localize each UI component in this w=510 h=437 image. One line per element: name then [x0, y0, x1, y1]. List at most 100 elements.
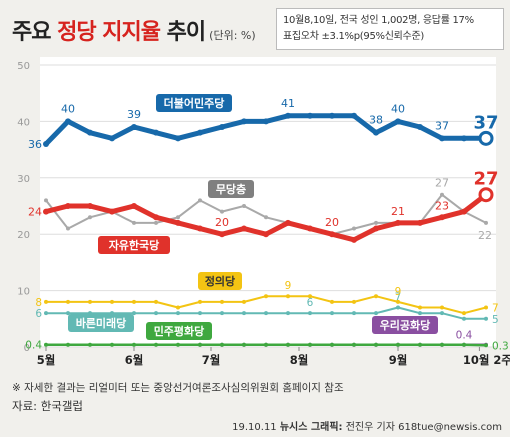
data-point: [329, 112, 335, 119]
data-label: 21: [391, 205, 405, 218]
data-label: 39: [127, 108, 141, 121]
data-point: [44, 198, 48, 203]
data-point: [175, 219, 181, 226]
data-label: 22: [478, 229, 492, 242]
data-point: [330, 342, 334, 347]
footnote: ※ 자세한 결과는 리얼미터 또는 중앙선거여론조사심의위원회 홈페이지 참조: [12, 382, 344, 394]
data-point: [439, 135, 445, 142]
data-point: [439, 214, 445, 221]
data-label: 6: [35, 308, 42, 320]
data-label: 24: [28, 206, 42, 219]
data-label: 20: [325, 216, 339, 229]
series-tag-label: 더불어민주당: [164, 96, 225, 110]
data-point: [110, 342, 114, 347]
data-point: [88, 215, 92, 220]
data-point: [308, 294, 312, 299]
data-label: 27: [473, 169, 498, 190]
data-point: [440, 305, 444, 310]
credit-line: 19.10.11 뉴시스 그래픽: 전진우 기자 618tue@newsis.c…: [232, 418, 502, 433]
data-point: [286, 342, 290, 347]
data-point: [132, 299, 136, 304]
data-point: [264, 215, 268, 220]
data-point: [132, 311, 136, 316]
data-point: [242, 311, 246, 316]
data-point: [440, 311, 444, 316]
series-tag-label: 무당층: [216, 182, 246, 196]
data-point: [43, 140, 49, 147]
data-label: 0.3: [492, 340, 509, 352]
data-label: 0.4: [456, 330, 473, 342]
data-point: [374, 342, 378, 347]
data-point: [44, 311, 48, 316]
title-highlight: 정당 지지율: [57, 20, 161, 45]
data-point: [197, 225, 203, 232]
survey-info-line-1: 10월8,10일, 전국 성인 1,002명, 응답률 17%: [283, 15, 474, 26]
data-point: [440, 192, 444, 197]
x-tick-label: 7월: [202, 353, 221, 367]
data-point: [131, 124, 137, 131]
data-point: [219, 231, 225, 238]
data-point: [154, 299, 158, 304]
data-point: [44, 342, 48, 347]
data-point: [263, 118, 269, 125]
data-point: [264, 294, 268, 299]
data-point: [352, 342, 356, 347]
x-tick-label: 6월: [125, 353, 144, 367]
data-point: [373, 225, 379, 232]
data-label: 9: [395, 286, 402, 298]
data-label: 7: [492, 303, 499, 315]
title-prefix: 주요: [12, 20, 58, 45]
data-point: [65, 118, 71, 125]
data-label: 8: [35, 297, 42, 309]
y-tick-label: 40: [17, 117, 30, 128]
data-point: [175, 135, 181, 142]
data-point: [462, 342, 466, 347]
data-point: [461, 135, 467, 142]
data-point: [418, 342, 422, 347]
data-point: [286, 311, 290, 316]
data-point: [307, 112, 313, 119]
series-tag-box: [146, 322, 212, 340]
data-point: [417, 124, 423, 131]
data-label: 23: [435, 199, 449, 212]
data-point: [220, 311, 224, 316]
data-point: [154, 311, 158, 316]
data-point: [220, 342, 224, 347]
data-point: [198, 299, 202, 304]
data-point: [66, 342, 70, 347]
series-tag-box: [372, 316, 438, 334]
page-title: 주요 정당 지지율 추이 (단위: %): [12, 14, 256, 46]
data-point: [330, 299, 334, 304]
end-marker: [478, 130, 494, 146]
data-point: [285, 219, 291, 226]
data-point: [220, 299, 224, 304]
credit-agency: 뉴시스 그래픽:: [279, 422, 343, 433]
data-point: [440, 342, 444, 347]
data-point: [153, 129, 159, 136]
data-point: [66, 311, 70, 316]
data-point: [154, 342, 158, 347]
data-point: [396, 299, 400, 304]
data-point: [352, 299, 356, 304]
data-point: [417, 219, 423, 226]
y-tick-label: 50: [17, 61, 30, 72]
data-point: [395, 219, 401, 226]
end-marker: [478, 187, 494, 203]
data-label: 38: [369, 114, 383, 127]
data-point: [220, 209, 224, 214]
data-point: [484, 316, 488, 321]
data-point: [241, 225, 247, 232]
data-point: [65, 203, 71, 209]
data-point: [87, 203, 93, 209]
data-point: [263, 231, 269, 238]
data-point: [110, 299, 114, 304]
series-tag-label: 민주평화당: [154, 324, 205, 338]
data-point: [154, 220, 158, 225]
data-label: 9: [285, 280, 292, 292]
y-tick-label: 20: [17, 230, 30, 241]
series-tag-label: 우리공화당: [380, 318, 431, 332]
data-point: [351, 112, 357, 119]
series-tag-label: 정의당: [205, 274, 235, 288]
data-point: [198, 342, 202, 347]
data-point: [308, 311, 312, 316]
